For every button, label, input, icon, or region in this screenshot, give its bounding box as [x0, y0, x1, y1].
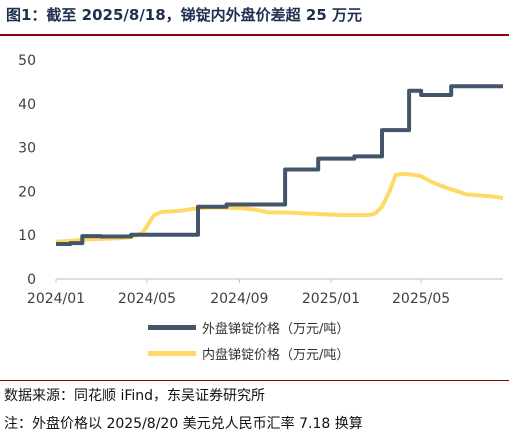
source-text: 数据来源：同花顺 iFind，东吴证券研究所 [4, 388, 266, 404]
x-tick-label: 2024/05 [118, 291, 176, 307]
y-tick-label: 40 [18, 97, 36, 113]
x-tick-label: 2024/01 [27, 291, 85, 307]
x-axis: 2024/01 2024/05 2024/09 2025/01 2025/05 [27, 278, 503, 307]
legend-label-overseas: 外盘锑锭价格（万元/吨） [202, 321, 350, 337]
y-tick-label: 0 [27, 272, 36, 288]
series-line-domestic [55, 171, 504, 244]
y-tick-label: 10 [18, 228, 36, 244]
legend-item-domestic: 内盘锑锭价格（万元/吨） [148, 342, 408, 364]
y-tick-label: 30 [18, 141, 36, 157]
series-layer [55, 84, 504, 246]
legend-swatch-domestic [148, 350, 196, 356]
x-tick-label: 2024/09 [210, 291, 268, 307]
y-axis: 0 10 20 30 40 50 [18, 53, 36, 288]
legend-swatch-overseas [148, 324, 196, 330]
legend-label-domestic: 内盘锑锭价格（万元/吨） [202, 347, 350, 363]
note-text: 注：外盘价格以 2025/8/20 美元兑人民币汇率 7.18 换算 [4, 416, 363, 432]
y-tick-label: 20 [18, 184, 36, 200]
line-chart: 0 10 20 30 40 50 2024/01 2024/05 2024/09 2025/01… [18, 53, 504, 307]
figure-title: 图1：截至 2025/8/18，锑锭内外盘价差超 25 万元 [6, 6, 362, 24]
y-tick-label: 50 [18, 53, 36, 69]
series-line-overseas [56, 84, 503, 246]
x-tick-label: 2025/05 [392, 291, 450, 307]
title-divider [0, 34, 509, 36]
legend-item-overseas: 外盘锑锭价格（万元/吨） [148, 316, 408, 338]
x-tick-label: 2025/01 [302, 291, 360, 307]
footer-divider [0, 380, 509, 381]
